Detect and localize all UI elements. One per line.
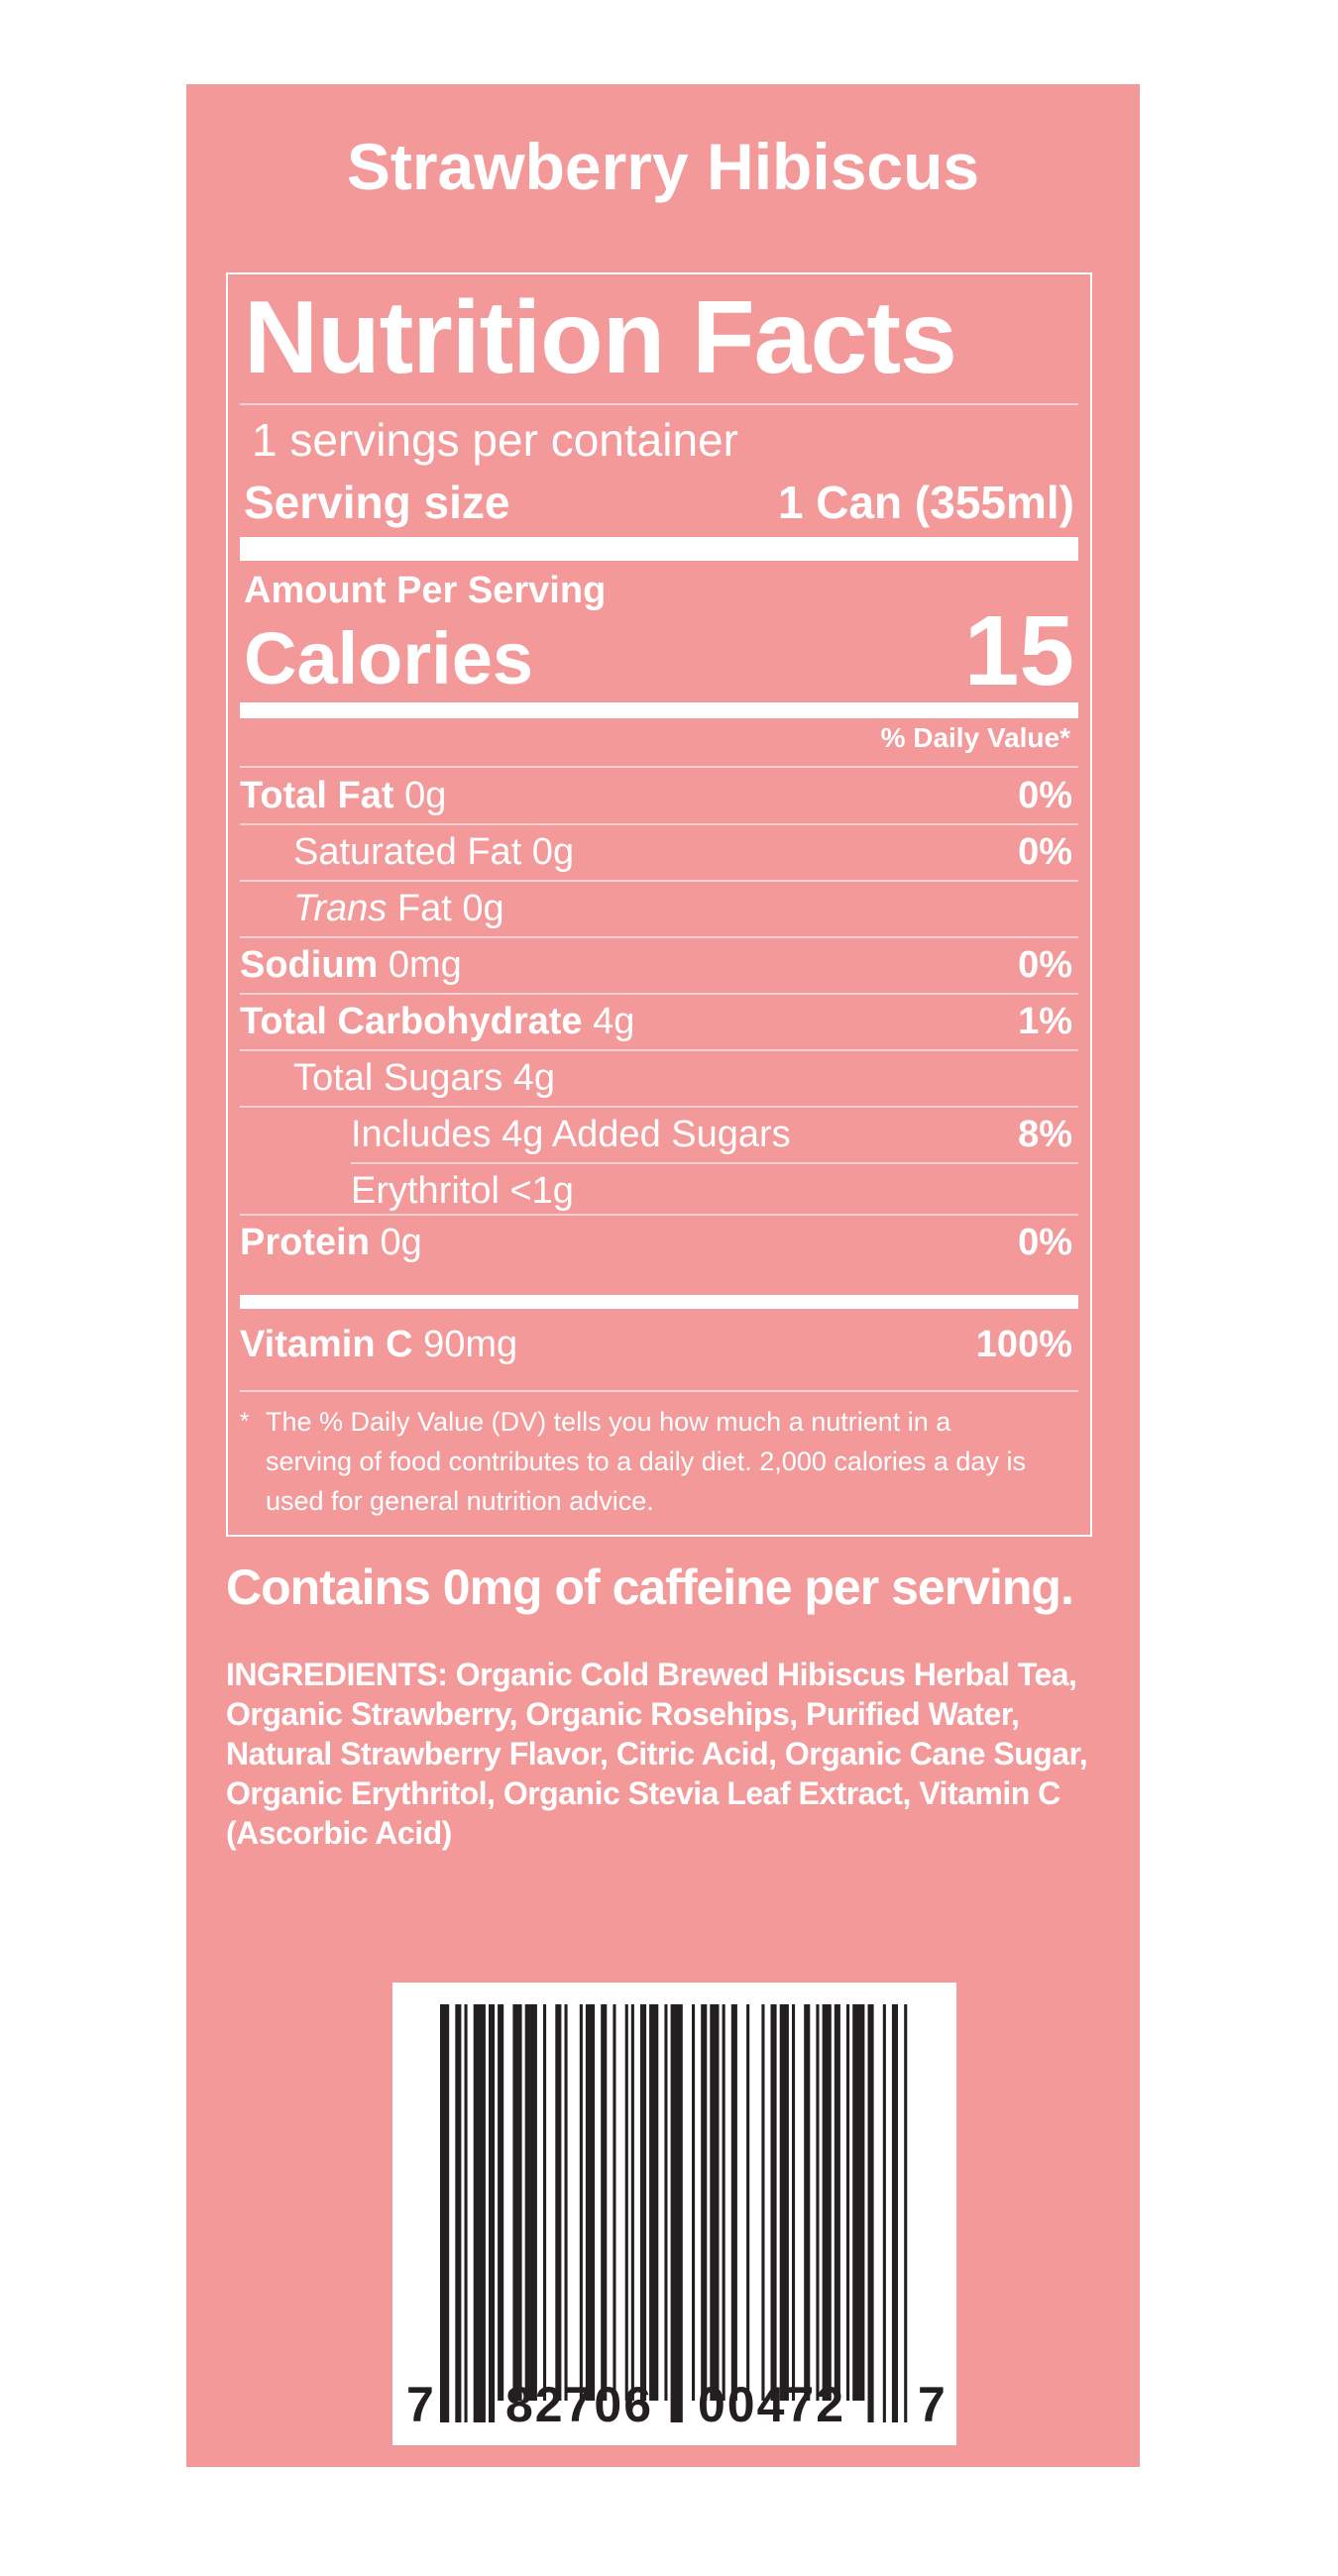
nutrient-row: Sodium 0mg 0% (240, 937, 1078, 993)
nutrient-daily-value: 0% (1018, 1221, 1072, 1263)
thick-divider (240, 702, 1078, 718)
nutrient-row: Trans Fat 0g (240, 881, 1078, 936)
nutrient-row: Total Fat 0g 0% (240, 768, 1078, 823)
ingredients-list: INGREDIENTS: Organic Cold Brewed Hibiscu… (226, 1657, 1088, 1851)
calories-value: 15 (963, 595, 1074, 706)
vitamin-label: Vitamin C (240, 1323, 413, 1365)
nutrient-amount: 4g (502, 1056, 556, 1099)
footnote-text: The % Daily Value (DV) tells you how muc… (266, 1407, 1026, 1516)
nutrient-amount: 0mg (378, 943, 462, 986)
footnote: * The % Daily Value (DV) tells you how m… (240, 1402, 1078, 1521)
nutrient-daily-value: 0% (1018, 774, 1072, 816)
caffeine-statement: Contains 0mg of caffeine per serving. (226, 1559, 1074, 1615)
nutrient-name: Erythritol (351, 1169, 500, 1212)
nutrient-name: Total Fat (240, 774, 394, 816)
daily-value-header: % Daily Value* (880, 722, 1070, 753)
thick-divider (240, 1295, 1078, 1309)
nutrient-name: Saturated Fat (293, 830, 522, 873)
servings-per-container: 1 servings per container (252, 414, 738, 466)
nutrient-daily-value: 8% (1018, 1113, 1072, 1155)
nutrient-row: Total Carbohydrate 4g 1% (240, 994, 1078, 1049)
calories-row: Calories 15 (240, 601, 1078, 700)
product-title: Strawberry Hibiscus (346, 130, 980, 203)
barcode-digit-right: 7 (918, 2377, 946, 2432)
divider (240, 936, 1078, 938)
serving-size-label: Serving size (244, 477, 510, 528)
nutrient-label: Protein 0g (240, 1222, 422, 1264)
nutrient-name: Total Carbohydrate (240, 1000, 583, 1042)
serving-size-row: Serving size 1 Can (355ml) (240, 476, 1078, 529)
nutrient-row: Protein 0g 0% (240, 1215, 1078, 1270)
upc-barcode: 7 82706 00472 7 (392, 1983, 956, 2445)
divider (240, 403, 1078, 405)
divider (240, 1214, 1078, 1216)
nutrient-name: Total Sugars (293, 1056, 503, 1099)
nutrient-name: Protein (240, 1221, 370, 1263)
nutrient-daily-value: 0% (1018, 830, 1072, 873)
footnote-asterisk: * (240, 1408, 250, 1435)
nutrient-daily-value: 1% (1018, 1000, 1072, 1042)
nutrient-daily-value: 0% (1018, 943, 1072, 986)
calories-label: Calories (244, 617, 534, 699)
nutrient-row: Erythritol <1g (240, 1163, 1078, 1219)
nutrient-amount: 0g (393, 774, 447, 816)
barcode-bars (440, 2004, 908, 2422)
divider (240, 1049, 1078, 1051)
label-panel: Strawberry Hibiscus Nutrition Facts 1 se… (186, 84, 1140, 2467)
nutrient-label: Erythritol <1g (351, 1170, 574, 1213)
nutrient-row: Includes 4g Added Sugars 8% (240, 1107, 1078, 1162)
thick-divider (240, 537, 1078, 561)
divider (240, 880, 1078, 882)
nutrient-name-italic: Trans (293, 887, 388, 929)
nutrition-facts-heading: Nutrition Facts (244, 280, 957, 395)
barcode-digit-left: 7 (406, 2377, 434, 2432)
nutrient-row: Total Sugars 4g (240, 1050, 1078, 1106)
nutrient-label: Trans Fat 0g (293, 888, 504, 930)
divider (240, 1106, 1078, 1108)
nutrient-row: Saturated Fat 0g 0% (240, 824, 1078, 880)
nutrient-amount: 0g (451, 887, 504, 929)
serving-size-value: 1 Can (355ml) (777, 477, 1074, 528)
nutrient-label: Total Fat 0g (240, 775, 446, 817)
divider (240, 823, 1078, 825)
nutrient-name: Includes 4g Added Sugars (351, 1113, 791, 1155)
nutrient-amount: <1g (499, 1169, 574, 1212)
nutrition-facts-box: Nutrition Facts 1 servings per container… (226, 272, 1092, 1537)
nutrient-label: Includes 4g Added Sugars (351, 1114, 791, 1156)
vitamin-dv: 100% (975, 1323, 1072, 1365)
vitamin-amount: 90mg (412, 1323, 518, 1365)
barcode-group-left: 82706 (505, 2377, 654, 2432)
divider (240, 993, 1078, 995)
nutrient-name: Sodium (240, 943, 379, 986)
divider (351, 1162, 1078, 1164)
nutrient-name: Fat (387, 887, 452, 929)
nutrient-label: Saturated Fat 0g (293, 831, 574, 874)
nutrient-label: Sodium 0mg (240, 944, 462, 987)
divider (240, 1390, 1078, 1392)
divider (240, 766, 1078, 768)
nutrient-amount: 0g (369, 1221, 422, 1263)
nutrient-label: Total Carbohydrate 4g (240, 1001, 634, 1043)
nutrient-label: Total Sugars 4g (293, 1057, 555, 1100)
nutrient-amount: 4g (582, 1000, 635, 1042)
vitamin-c-row: Vitamin C 90mg 100% (240, 1317, 1078, 1372)
nutrient-amount: 0g (521, 830, 575, 873)
amount-per-serving: Amount Per Serving (244, 570, 607, 611)
barcode-group-right: 00472 (698, 2377, 846, 2432)
